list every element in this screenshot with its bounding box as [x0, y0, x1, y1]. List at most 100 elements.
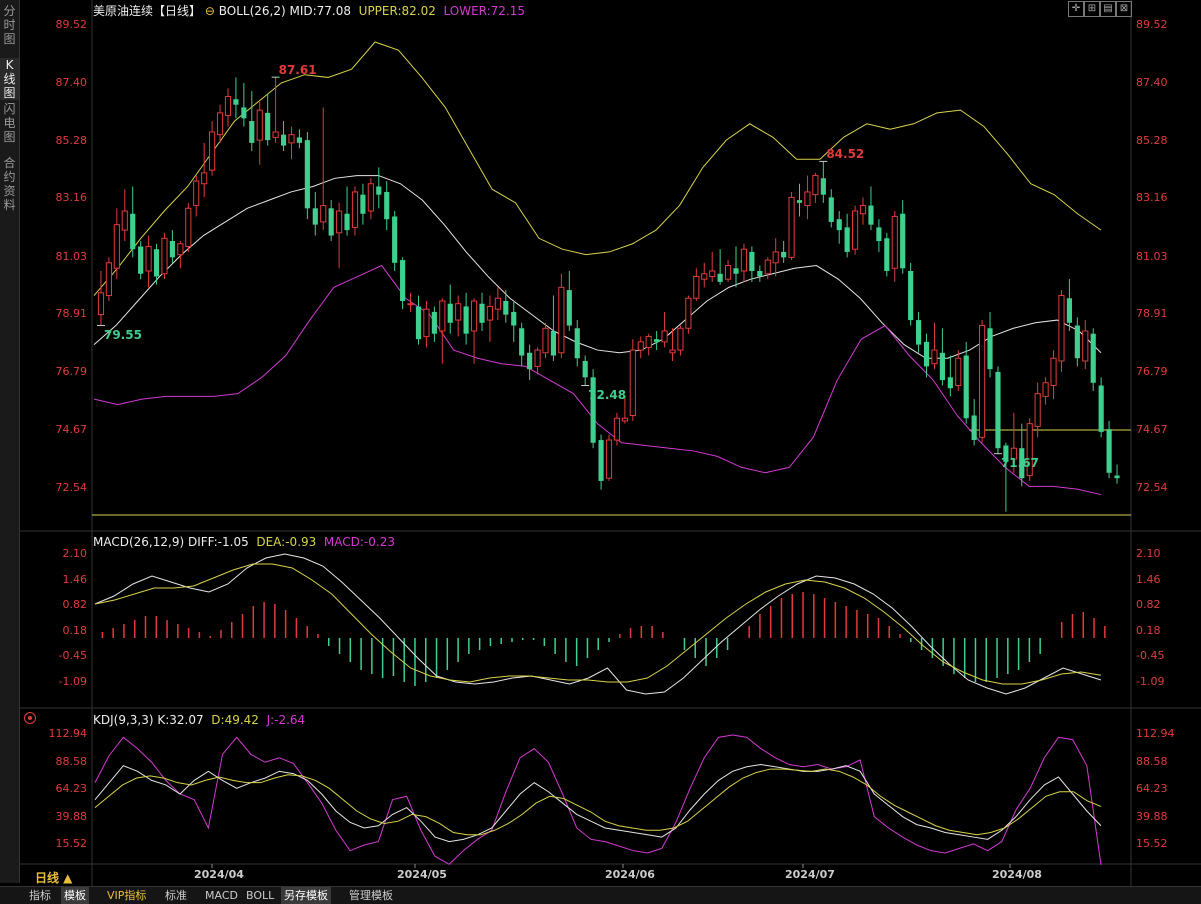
candle: [463, 306, 469, 334]
candle: [376, 186, 382, 195]
candle: [280, 134, 287, 146]
price-axis-label: 83.16: [55, 191, 88, 205]
candle: [963, 355, 969, 419]
candle: [764, 259, 771, 275]
close-icon[interactable]: ⊠: [1116, 1, 1132, 17]
date-axis-label: 2024/08: [992, 868, 1042, 881]
candle: [566, 290, 572, 326]
candle: [105, 262, 112, 297]
candle: [233, 99, 239, 105]
macd-axis-label: 2.10: [1136, 547, 1161, 560]
candle: [1074, 325, 1080, 359]
candle: [939, 352, 945, 381]
window-toolbar: ✛ ⊞ ▤ ⊠: [1068, 0, 1138, 17]
period-selector[interactable]: 日线 ▲: [35, 871, 73, 885]
candle: [224, 96, 232, 117]
bottom-tab-5[interactable]: BOLL: [246, 889, 275, 902]
macd-axis-label: -1.09: [58, 674, 87, 688]
kdj-d-line: [94, 768, 1102, 836]
candle: [733, 268, 739, 274]
candle: [582, 360, 588, 378]
candle: [677, 327, 684, 351]
price-axis-label: 76.79: [1136, 365, 1168, 379]
sidebar-tab-3[interactable]: 合约资料: [3, 156, 16, 212]
collapse-icon[interactable]: ⊖: [204, 4, 215, 18]
crosshair-icon[interactable]: ✛: [1068, 1, 1084, 17]
candle: [97, 292, 105, 316]
macd-diff-line: [94, 553, 1102, 695]
layout-icon[interactable]: ▤: [1100, 1, 1116, 17]
zoom-icon[interactable]: ⊞: [1084, 1, 1100, 17]
macd-axis-label: 1.46: [1136, 572, 1161, 586]
candle: [757, 271, 763, 277]
kdj-name: KDJ(9,3,3): [93, 713, 154, 727]
bottom-tab-4[interactable]: MACD: [205, 889, 238, 902]
bottom-tab-2[interactable]: VIP指标: [107, 889, 147, 902]
kdj-axis-label: 64.23: [1136, 782, 1168, 796]
date-axis-label: 2024/07: [785, 868, 835, 881]
instrument-title: 美原油连续【日线】: [93, 4, 202, 18]
main-header: 美原油连续【日线】 ⊖ BOLL(26,2) MID:77.08 UPPER:8…: [93, 2, 525, 19]
candle: [916, 320, 922, 345]
candle: [527, 352, 533, 370]
macd-name: MACD(26,12,9): [93, 535, 185, 549]
candle: [511, 311, 517, 326]
candle: [296, 137, 302, 143]
candle: [876, 227, 882, 242]
price-axis-label: 89.52: [1136, 18, 1168, 32]
candle: [130, 213, 136, 250]
candle: [384, 191, 390, 220]
kdj-j: J:-2.64: [266, 713, 306, 727]
macd-axis-label: 0.82: [1136, 598, 1161, 612]
bottom-tab-7[interactable]: 管理模板: [349, 889, 393, 902]
candle: [265, 112, 271, 141]
candle: [479, 303, 485, 323]
candle: [320, 205, 327, 223]
candle: [900, 213, 906, 269]
candle: [431, 311, 437, 334]
bottom-tab-0[interactable]: 指标: [29, 889, 51, 902]
macd-axis-label: 2.10: [62, 547, 88, 560]
candle: [1098, 385, 1104, 432]
bottom-toolbar: 指标 模板 VIP指标 标准 MACD BOLL 另存模板 管理模板: [0, 886, 1201, 904]
candle: [1026, 423, 1033, 476]
price-annotation: 72.48: [588, 387, 627, 402]
candle: [923, 341, 930, 367]
sidebar-tab-2[interactable]: 闪电图: [3, 102, 16, 144]
kdj-axis-label: 39.88: [1136, 809, 1168, 823]
candle: [256, 109, 263, 141]
candle: [859, 205, 867, 215]
candle: [788, 196, 795, 258]
kdj-k-line: [94, 764, 1102, 843]
sidebar-tab-0[interactable]: 分时图: [3, 4, 16, 46]
candle: [820, 178, 826, 195]
kdj-k: K:32.07: [157, 713, 204, 727]
bottom-tab-3[interactable]: 标准: [165, 889, 187, 902]
kdj-settings-icon[interactable]: [24, 712, 36, 724]
candle: [486, 305, 494, 321]
candle: [844, 227, 850, 252]
bottom-tab-6[interactable]: 另存模板: [281, 887, 331, 904]
candle: [351, 191, 359, 228]
candle: [494, 297, 501, 310]
candle: [781, 251, 787, 258]
price-axis-label: 85.28: [1136, 133, 1168, 147]
price-axis-label: 74.67: [55, 422, 88, 436]
candle: [908, 271, 914, 321]
boll-lower-value: LOWER:72.15: [443, 4, 526, 18]
price-annotation: 84.52: [826, 147, 865, 162]
candle: [455, 303, 462, 321]
boll-indicator-name: BOLL(26,2): [218, 4, 286, 18]
candle: [613, 417, 621, 441]
candle: [288, 134, 295, 144]
price-axis-label: 81.03: [55, 249, 88, 263]
bottom-tab-1[interactable]: 模板: [61, 887, 89, 904]
candle: [740, 248, 748, 272]
date-axis-label: 2024/05: [397, 868, 447, 881]
kdj-header: KDJ(9,3,3) K:32.07 D:49.42 J:-2.64: [93, 713, 305, 727]
candle: [605, 439, 613, 479]
candle: [193, 180, 200, 207]
candle: [812, 175, 819, 196]
